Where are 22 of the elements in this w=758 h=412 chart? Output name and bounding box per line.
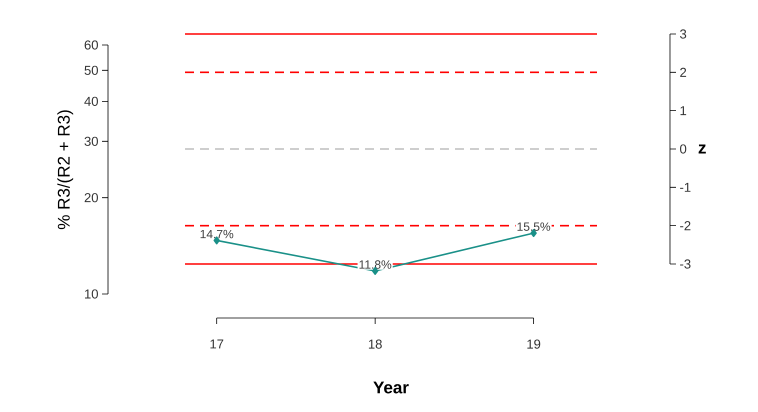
y2-tick-label: 3 bbox=[680, 29, 686, 39]
y2-tick-label: -2 bbox=[680, 221, 690, 230]
y2-tick-label: -1 bbox=[680, 182, 690, 192]
x-tick-label: 18 bbox=[368, 339, 382, 349]
x-tick-label: 19 bbox=[527, 339, 540, 349]
data-label: 14.7% bbox=[200, 230, 234, 238]
y2-tick-label: 2 bbox=[680, 68, 686, 77]
data-label: 15.5% bbox=[518, 222, 550, 231]
y2-tick-label: -3 bbox=[680, 259, 691, 269]
y-tick-label: 20 bbox=[84, 193, 98, 202]
y-tick-label: 10 bbox=[85, 289, 98, 299]
y-tick-label: 60 bbox=[84, 40, 98, 50]
x-axis-title: Year bbox=[373, 382, 409, 394]
y2-tick-label: 1 bbox=[680, 106, 686, 116]
x-tick-label: 17 bbox=[210, 340, 224, 348]
y-axis-title: % R3/(R2 + R3) bbox=[57, 110, 74, 230]
y2-axis-title: z bbox=[698, 144, 706, 154]
y-tick-label: 40 bbox=[84, 96, 98, 106]
y-tick-label: 30 bbox=[84, 136, 98, 146]
y2-tick-label: 0 bbox=[680, 144, 686, 154]
y-tick-label: 50 bbox=[84, 66, 98, 75]
data-label: 11.8% bbox=[359, 260, 392, 269]
